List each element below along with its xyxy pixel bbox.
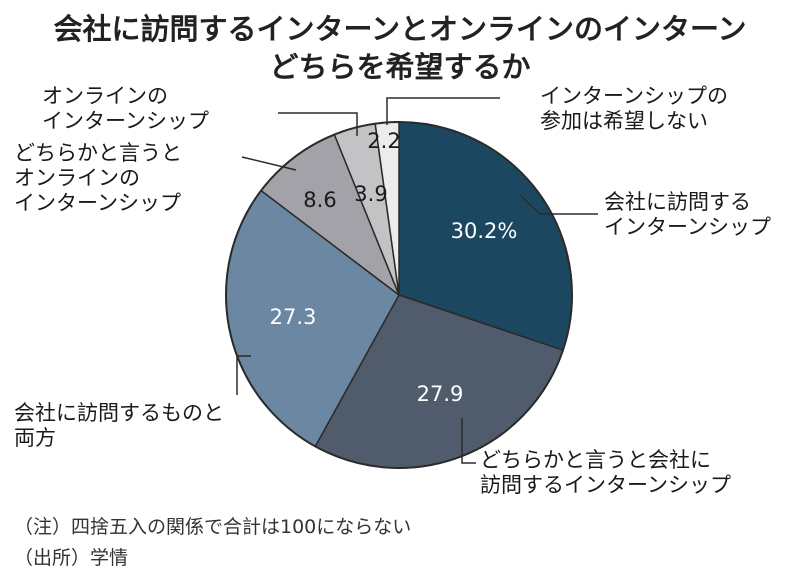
leader-line-online (278, 112, 358, 136)
leader-line-rather-visit (461, 418, 476, 464)
value-label-rather-online: 8.6 (303, 188, 336, 212)
leader-line-rather-online (241, 156, 297, 171)
footnote: （注）四捨五入の関係で合計は100にならない (14, 516, 412, 538)
leader-line-both (236, 355, 251, 395)
value-label-rather-visit: 27.9 (417, 382, 464, 406)
chart-title-line-1: 会社に訪問するインターンとオンラインのインターン (53, 12, 747, 46)
category-label-visit: 会社に訪問するインターンシップ (604, 190, 771, 239)
category-label-none: インターンシップの参加は希望しない (540, 84, 728, 133)
category-label-rather-online: どちらかと言うとオンラインのインターンシップ (14, 141, 182, 215)
category-label-online: オンラインのインターンシップ (42, 84, 209, 133)
value-label-none: 2.2 (367, 129, 400, 153)
leader-line-visit (519, 194, 598, 215)
chart-title-line-2: どちらを希望するか (269, 50, 531, 84)
category-label-rather-visit: どちらかと言うと会社に訪問するインターンシップ (480, 448, 731, 497)
source-note: （出所）学情 (14, 547, 129, 569)
value-label-both: 27.3 (270, 305, 317, 329)
leader-line-none (386, 97, 500, 125)
value-label-visit: 30.2% (451, 219, 518, 243)
value-label-online: 3.9 (354, 182, 387, 206)
pie-outline (225, 121, 573, 469)
category-label-both: 会社に訪問するものと両方 (14, 401, 224, 450)
